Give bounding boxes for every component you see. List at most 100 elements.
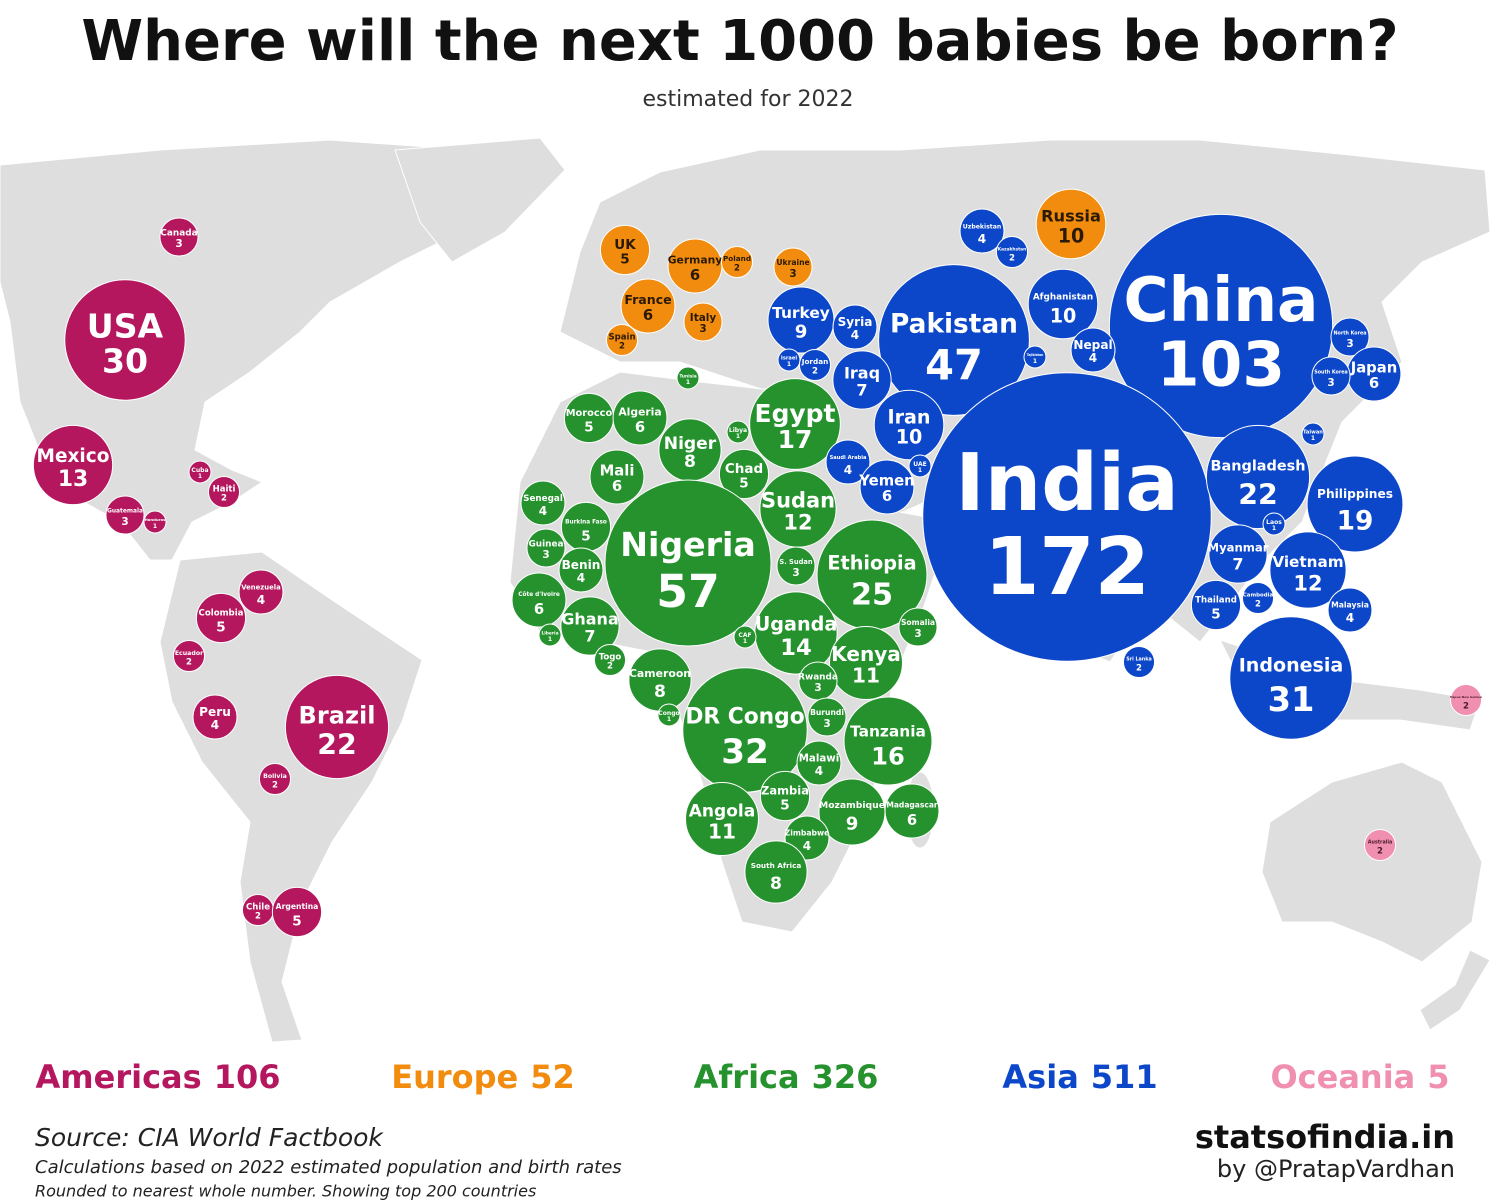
country-value: 2 [255,911,261,921]
country-value: 31 [1268,680,1315,719]
country-bubble [749,378,841,470]
country-name: Brazil [299,702,376,730]
country-name: Mali [600,463,635,480]
country-name: Chad [725,461,763,477]
country-name: Benin [562,558,601,572]
country-value: 8 [654,682,666,702]
country-name: Saudi Arabia [830,455,867,461]
country-bubble [898,607,938,647]
country-value: 1 [918,467,922,474]
country-value: 6 [635,419,645,436]
country-value: 2 [186,657,192,667]
country-bubble [172,639,206,673]
country-name: China [1124,265,1319,336]
country-value: 2 [619,341,625,351]
country-name: Laos [1266,519,1282,526]
subtitle: estimated for 2022 [643,87,854,112]
country-value: 6 [643,307,653,324]
country-bubble [657,703,681,727]
country-bubble [1330,317,1370,357]
country-name: Egypt [755,399,836,428]
country-value: 2 [272,780,278,790]
country-name: Liberia [541,630,558,636]
country-value: 19 [1337,507,1374,537]
country-name: Tajikistan [1027,353,1044,357]
country-value: 10 [896,426,923,449]
country-value: 11 [708,819,736,843]
country-value: 1 [1033,358,1037,365]
country-value: 5 [620,251,629,267]
country-bubble [807,697,847,737]
country-name: DR Congo [685,705,804,730]
country-bubble [520,480,566,526]
country-value: 2 [1377,846,1383,856]
country-value: 1 [736,433,740,440]
country-bubble [599,224,651,276]
country-name: Cameroon [629,667,691,680]
country-name: Somalia [901,618,935,627]
country-value: 1 [667,716,671,723]
country-value: 10 [1050,305,1077,328]
country-bubble [773,247,813,287]
country-name: Bangladesh [1210,459,1305,475]
country-bubble [832,350,892,410]
country-name: Thailand [1195,596,1237,606]
legend-entry: Africa 326 [694,1058,879,1096]
country-value: 57 [656,565,720,618]
country-bubble [526,528,566,568]
brand: statsofindia.in [1195,1118,1455,1156]
country-bubble [995,235,1029,269]
country-name: South Africa [751,861,802,870]
country-value: 3 [789,268,796,280]
country-bubble [843,696,933,786]
country-name: Uzbekistan [963,224,1002,231]
country-bubble [676,366,700,390]
country-bubble [1023,345,1047,369]
country-value: 4 [803,839,811,853]
country-bubble [195,592,247,644]
legend-region: Oceania [1270,1058,1415,1096]
country-name: Russia [1041,207,1101,226]
country-name: UK [614,237,636,253]
country-value: 2 [607,661,613,671]
country-value: 2 [812,366,818,376]
country-value: 4 [1346,611,1354,625]
country-value: 2 [1009,253,1015,263]
country-value: 3 [823,718,830,730]
country-bubble [159,217,199,257]
country-value: 12 [1293,571,1322,595]
country-name: Cuba [191,467,208,474]
country-name: Togo [599,652,622,662]
country-value: 8 [770,874,782,894]
country-name: Turkey [772,304,830,322]
country-value: 22 [1238,479,1277,512]
country-bubble [207,475,241,509]
country-name: Sri Lanka [1126,656,1151,662]
country-value: 103 [1157,330,1285,401]
country-name: Jordan [801,357,829,366]
country-name: Pakistan [890,309,1018,339]
country-bubble [776,546,816,586]
country-value: 2 [1136,663,1142,673]
country-name: Yemen [858,473,914,490]
country-name: Bolivia [263,773,287,780]
country-name: Iraq [844,364,880,383]
source: Source: CIA World Factbook [35,1123,384,1152]
country-name: Tanzania [850,723,926,741]
country-value: 5 [739,475,748,491]
country-value: 17 [778,425,813,454]
country-name: Honduras [145,517,167,522]
country-value: 1 [1311,435,1315,442]
country-name: Papua New Guinea [1450,695,1482,699]
country-name: India [955,436,1179,529]
country-bubble [1070,327,1116,373]
country-bubble [683,302,723,342]
country-bubble [884,783,940,839]
country-name: Taiwan [1303,429,1323,435]
country-bubble [238,569,284,615]
country-bubble [538,623,562,647]
country-value: 3 [1327,377,1334,389]
country-bubble [258,762,292,796]
country-bubble [105,495,145,535]
